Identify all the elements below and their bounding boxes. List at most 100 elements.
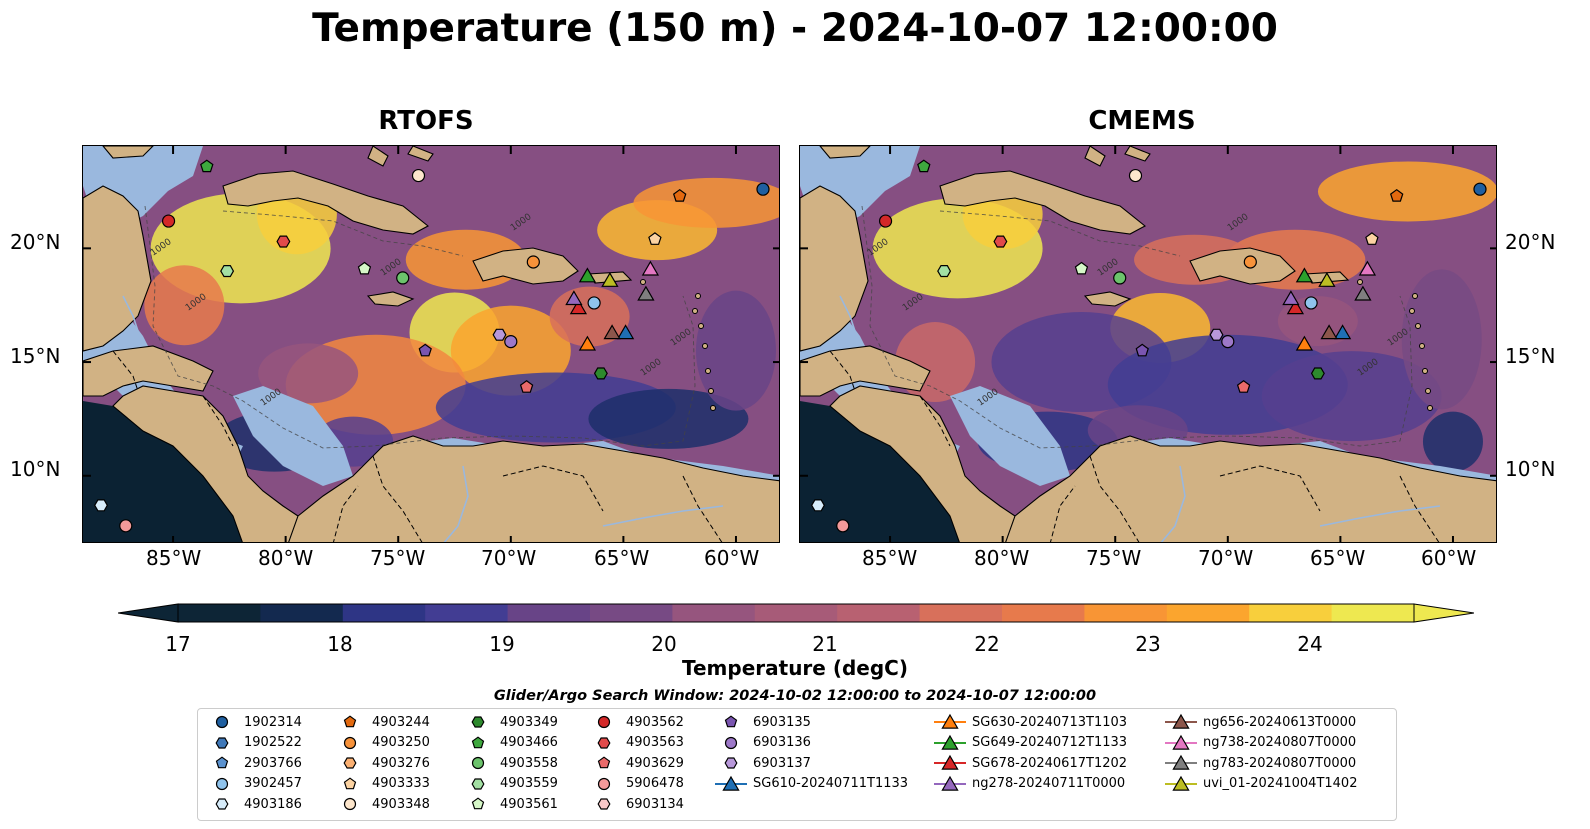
isobath-1000m xyxy=(861,205,1413,449)
legend-item: 4903186 xyxy=(204,794,302,814)
island xyxy=(1425,388,1431,394)
platform-marker xyxy=(119,519,133,533)
river xyxy=(1160,465,1186,542)
colorbar-segment xyxy=(1331,604,1415,622)
colorbar-tick: 20 xyxy=(651,632,677,656)
land-mass xyxy=(102,146,154,159)
platform-marker xyxy=(1135,343,1149,357)
legend-item: uvi_01-20241004T1402 xyxy=(1163,774,1357,794)
land-mass xyxy=(407,146,434,162)
platform-marker xyxy=(357,261,372,275)
legend-symbol xyxy=(941,734,959,750)
platform-marker xyxy=(1295,335,1314,351)
platform-marker xyxy=(161,214,176,228)
legend-item: ng278-20240711T0000 xyxy=(932,774,1125,794)
legend-label: ng783-20240807T0000 xyxy=(1203,755,1357,771)
panel-title-rtofs: RTOFS xyxy=(378,106,474,136)
pacific-ocean xyxy=(83,401,243,542)
legend-symbol xyxy=(471,797,485,810)
platform-marker xyxy=(1389,188,1404,202)
land-mass xyxy=(800,185,869,352)
legend-marker xyxy=(597,777,611,790)
platform-marker xyxy=(1113,271,1127,285)
legend-symbol xyxy=(343,776,357,789)
legend-symbol xyxy=(941,775,959,791)
legend-marker xyxy=(1165,713,1197,729)
legend-marker xyxy=(934,775,966,791)
legend-symbol xyxy=(1172,754,1190,770)
legend-marker xyxy=(471,716,485,728)
platform-marker xyxy=(811,499,825,512)
land-mass xyxy=(367,146,389,167)
platform-marker xyxy=(672,188,687,202)
isobath-1000m xyxy=(939,210,1181,257)
shallow-water xyxy=(233,386,353,486)
platform-marker xyxy=(587,296,601,310)
map-rtofs: 1000 1000 1000 1000 1000 1000 1000 xyxy=(82,145,780,543)
platform-marker xyxy=(94,499,108,512)
legend-symbol xyxy=(343,757,357,769)
colorbar-tick: 24 xyxy=(1297,632,1323,656)
platform-marker xyxy=(836,519,850,533)
island xyxy=(1409,308,1415,314)
island xyxy=(708,388,714,394)
legend-item: 4903348 xyxy=(332,794,430,814)
legend-marker xyxy=(597,736,611,749)
legend-symbol xyxy=(215,756,229,769)
legend-marker xyxy=(215,736,229,749)
legend-label: ng656-20240613T0000 xyxy=(1203,714,1357,730)
lat-tick-left-15: 15°N xyxy=(10,344,61,368)
legend-label: ng278-20240711T0000 xyxy=(972,776,1126,791)
legend-symbol xyxy=(1172,775,1190,791)
river xyxy=(443,465,469,542)
lon-tick-cmems-75: 75°W xyxy=(1086,546,1142,570)
temperature-patch xyxy=(144,265,225,346)
lat-tick-right-15: 15°N xyxy=(1505,344,1556,368)
platform-marker xyxy=(601,272,619,287)
legend-label: ng738-20240807T0000 xyxy=(1203,735,1357,750)
legend-label: 4903561 xyxy=(500,796,558,812)
colorbar-segment xyxy=(425,604,509,622)
lat-tick-left-10: 10°N xyxy=(10,457,61,481)
island xyxy=(692,308,698,314)
platform-marker xyxy=(648,232,662,245)
colorbar-segment xyxy=(507,604,591,622)
platform-marker xyxy=(878,214,893,228)
platform-marker xyxy=(565,290,583,306)
temperature-patch xyxy=(588,388,749,449)
legend-item: 4903629 xyxy=(586,753,684,773)
isobath-1000m xyxy=(222,210,464,257)
platform-marker xyxy=(411,168,426,183)
legend-item: 1902522 xyxy=(204,733,302,753)
legend-marker xyxy=(215,715,229,729)
island xyxy=(702,343,708,349)
river xyxy=(122,295,144,347)
platform-marker xyxy=(1320,324,1338,340)
land-mass xyxy=(1083,291,1132,307)
island xyxy=(1415,323,1421,329)
legend-label: 4903186 xyxy=(244,796,302,812)
platform-marker xyxy=(603,324,621,340)
legend-item: SG610-20240711T1133 xyxy=(713,774,908,794)
land-mass xyxy=(366,291,415,307)
legend-label: 4903558 xyxy=(500,755,558,771)
colorbar-tick: 18 xyxy=(327,632,353,656)
legend-symbol xyxy=(343,715,357,728)
colorbar-segment xyxy=(1002,604,1085,622)
lat-tick-left-20: 20°N xyxy=(10,230,61,254)
legend-marker xyxy=(471,797,485,810)
legend-label: 4903276 xyxy=(372,755,430,771)
lat-tick-right-20: 20°N xyxy=(1505,230,1556,254)
legend-marker xyxy=(724,736,738,749)
platform-marker xyxy=(1074,261,1089,275)
island xyxy=(1427,405,1433,411)
legend-marker xyxy=(1165,734,1197,750)
legend-symbol xyxy=(471,716,485,728)
legend-label: SG630-20240713T1103 xyxy=(972,714,1128,730)
platform-marker xyxy=(1304,296,1318,310)
platform-marker xyxy=(519,380,534,393)
legend-item: 5906478 xyxy=(586,774,684,794)
legend-label: 6903134 xyxy=(626,796,684,812)
search-window-text: Glider/Argo Search Window: 2024-10-02 12… xyxy=(493,688,1097,704)
colorbar-segment xyxy=(754,604,838,622)
